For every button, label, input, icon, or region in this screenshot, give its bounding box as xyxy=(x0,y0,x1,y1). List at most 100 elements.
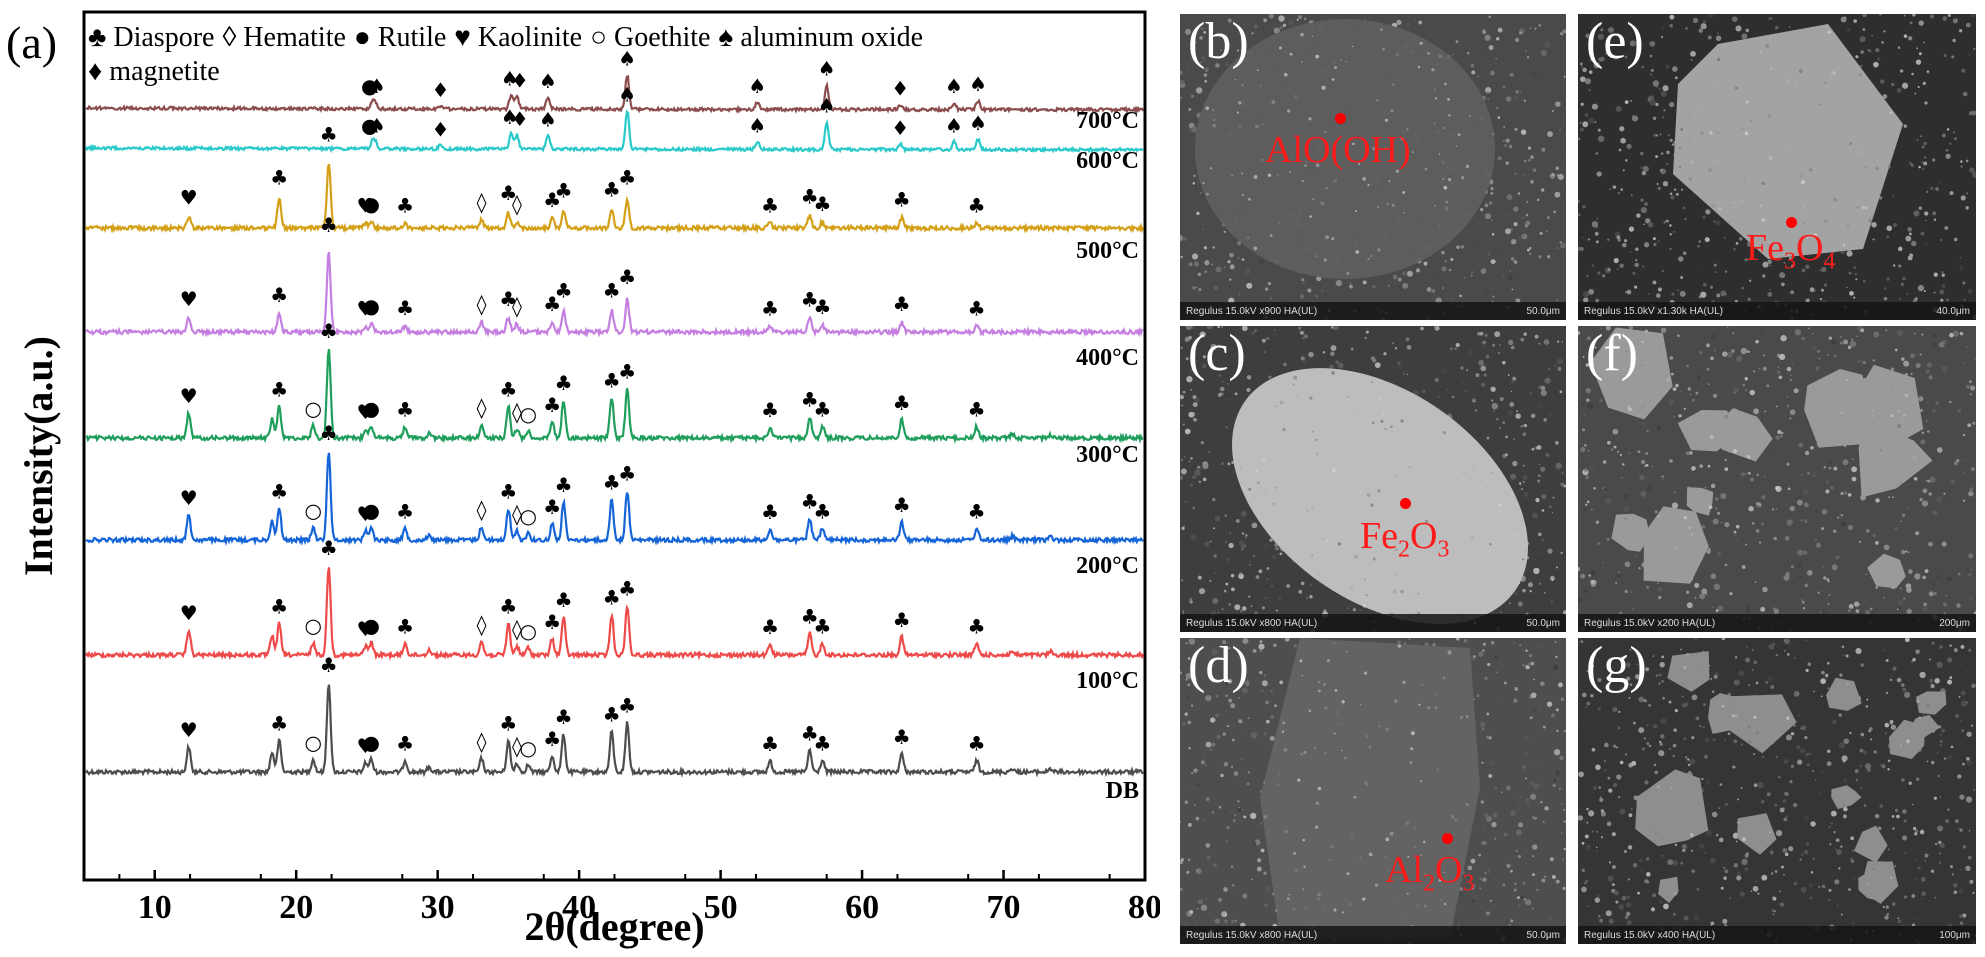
sem-grain xyxy=(1937,774,1940,778)
sem-grain xyxy=(1713,220,1715,223)
sem-grain xyxy=(1846,250,1853,257)
sem-grain xyxy=(1669,247,1672,251)
panel-label: (f) xyxy=(1586,326,1638,382)
phase-marker: ♣ xyxy=(499,287,517,311)
sem-grain xyxy=(1843,654,1845,657)
sem-grain xyxy=(1872,609,1874,611)
sem-grain xyxy=(1673,415,1676,418)
sem-grain xyxy=(1542,820,1545,824)
sem-grain xyxy=(1918,206,1923,210)
sem-grain xyxy=(1248,197,1251,201)
sem-grain xyxy=(1407,22,1411,26)
sem-grain xyxy=(1733,679,1740,686)
sem-grain xyxy=(1965,206,1969,210)
sem-grain xyxy=(1748,739,1752,744)
sem-grain xyxy=(1596,218,1599,220)
sem-grain xyxy=(1890,675,1893,678)
sem-grain xyxy=(1432,527,1436,531)
sem-grain xyxy=(1934,678,1940,684)
sem-grain xyxy=(1531,72,1537,78)
sem-grain xyxy=(1911,894,1916,898)
sem-grain xyxy=(1323,683,1326,686)
sem-grain xyxy=(1324,706,1328,710)
phase-marker: ♣ xyxy=(499,480,517,504)
sem-grain xyxy=(1791,264,1795,268)
sem-grain xyxy=(1586,670,1589,673)
sem-grain xyxy=(1765,681,1768,684)
sem-grain xyxy=(1689,577,1694,581)
sem-grain xyxy=(1623,505,1630,513)
sem-grain xyxy=(1788,256,1792,260)
sem-grain xyxy=(1716,160,1719,163)
sem-grain xyxy=(1510,345,1515,350)
sem-grain xyxy=(1972,421,1976,425)
sem-grain xyxy=(1724,567,1730,572)
sem-grain xyxy=(1586,821,1589,824)
sem-grain xyxy=(1909,253,1914,258)
sem-grain xyxy=(1855,278,1858,281)
sem-grain xyxy=(1185,672,1192,679)
sem-grain xyxy=(1434,326,1438,329)
sem-grain xyxy=(1897,410,1900,413)
phase-marker: ○ xyxy=(304,613,321,637)
sem-grain xyxy=(1235,519,1240,523)
sem-grain xyxy=(1680,276,1684,279)
phase-marker: ♣ xyxy=(543,727,561,751)
sem-grain xyxy=(1432,643,1436,647)
sem-grain xyxy=(1479,721,1486,728)
sem-grain xyxy=(1780,435,1783,438)
sem-grain xyxy=(1896,87,1902,93)
sem-grain xyxy=(1190,534,1197,541)
sem-grain xyxy=(1626,289,1632,295)
sem-grain xyxy=(1359,704,1362,706)
sem-grain xyxy=(1180,394,1184,400)
sem-grain xyxy=(1809,896,1813,900)
sem-grain xyxy=(1320,201,1325,206)
sem-grain xyxy=(1732,202,1735,204)
sem-grain xyxy=(1933,796,1937,800)
sem-grain xyxy=(1374,883,1379,887)
sem-grain xyxy=(1803,519,1808,524)
sem-grain xyxy=(1798,69,1803,73)
sem-grain xyxy=(1406,373,1409,376)
sem-grain xyxy=(1367,257,1370,261)
sem-grain xyxy=(1595,764,1601,771)
sem-grain xyxy=(1513,438,1516,441)
sem-grain xyxy=(1511,288,1514,291)
sem-grain xyxy=(1826,354,1829,356)
sem-grain xyxy=(1903,691,1911,699)
sem-grain xyxy=(1771,642,1776,646)
sem-grain xyxy=(1847,345,1852,350)
sem-grain xyxy=(1879,606,1881,608)
sem-grain xyxy=(1483,47,1485,50)
sem-particle xyxy=(1728,694,1797,754)
sem-grain xyxy=(1513,642,1516,644)
sem-grain xyxy=(1225,398,1228,401)
sem-grain xyxy=(1556,299,1559,302)
sem-grain xyxy=(1181,921,1187,927)
sem-grain xyxy=(1773,909,1776,913)
sem-grain xyxy=(1286,897,1290,901)
sem-grain xyxy=(1353,795,1357,799)
sem-grain xyxy=(1967,423,1972,428)
sem-grain xyxy=(1529,780,1535,787)
sem-grain xyxy=(1408,465,1412,469)
sem-grain xyxy=(1677,334,1680,337)
sem-grain xyxy=(1670,372,1674,376)
sem-grain xyxy=(1330,326,1334,329)
sem-grain xyxy=(1853,266,1857,269)
sem-grain xyxy=(1514,687,1519,691)
sem-grain xyxy=(1520,337,1525,342)
sem-grain xyxy=(1325,235,1330,240)
sem-grain xyxy=(1367,184,1370,187)
phase-marker: ♣ xyxy=(893,725,911,749)
sem-grain xyxy=(1908,781,1912,785)
sem-grain xyxy=(1785,51,1787,53)
sem-grain xyxy=(1617,679,1620,682)
xrd-chart: 10 20 30 40 50 60 70 802θ(degree)Intensity(a.u.… xyxy=(6,10,1160,949)
sem-grain xyxy=(1180,858,1184,862)
sem-grain xyxy=(1384,118,1389,122)
sem-grain xyxy=(1495,248,1498,251)
sem-grain xyxy=(1185,678,1188,681)
sem-grain xyxy=(1278,15,1285,22)
